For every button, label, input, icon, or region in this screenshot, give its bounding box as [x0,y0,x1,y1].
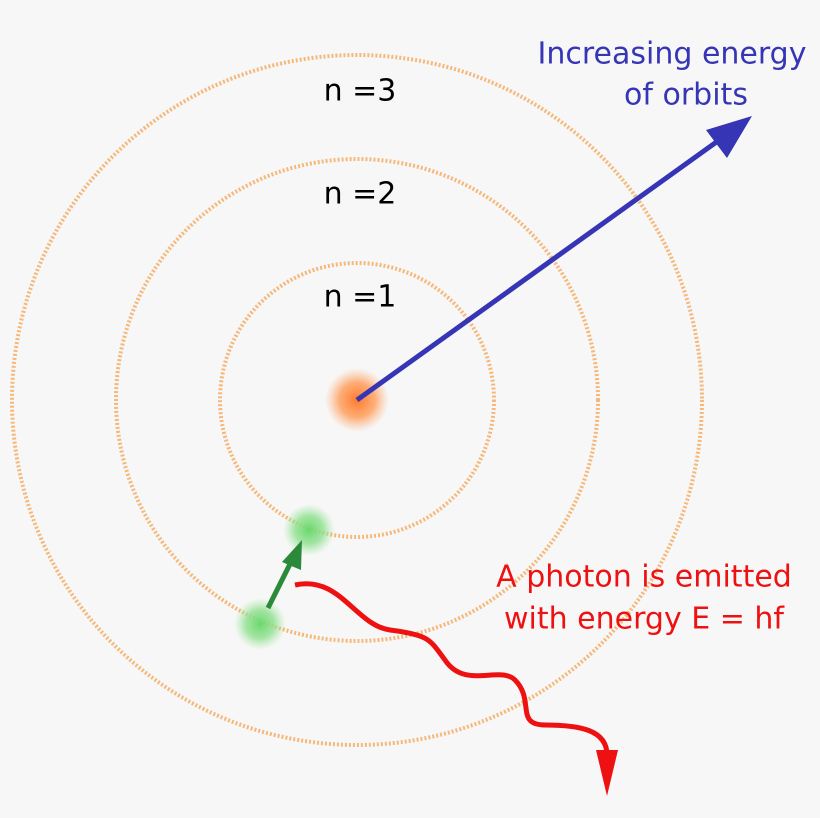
orbit-1 [218,261,496,539]
energy-label: of orbits [624,78,748,113]
orbit-label: n =3 [324,74,397,109]
electron-initial [234,598,286,650]
orbit-label: n =1 [324,280,397,315]
photon-arrow-head [596,750,618,796]
energy-label: Increasing energy [538,37,807,72]
orbit-label: n =2 [324,177,397,212]
energy-arrow-shaft [355,135,724,403]
photon-wave [294,581,610,756]
orbit-3 [10,53,704,747]
orbit-2 [114,157,600,643]
photon-label: A photon is emitted [496,560,792,595]
transition-arrow-shaft [265,558,295,610]
energy-arrow-head [706,116,752,158]
photon-label: with energy E = hf [504,602,785,637]
transition-arrow-head [282,540,302,570]
electron-final [283,504,335,556]
